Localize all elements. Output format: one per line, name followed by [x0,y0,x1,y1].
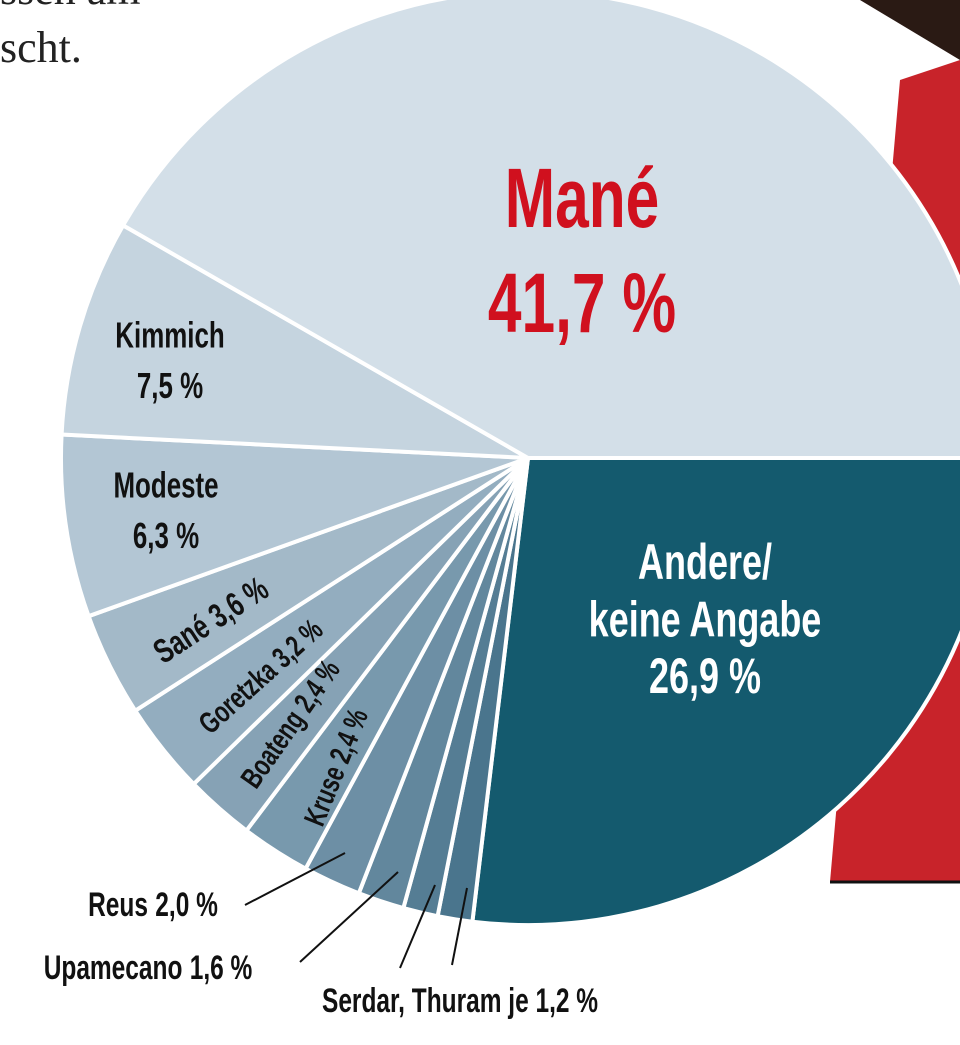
slice-label: 26,9 % [649,650,761,705]
slice-label: 41,7 % [488,256,676,350]
photo-dark [860,0,960,60]
leader-line [451,887,468,966]
category-label: Upamecano [44,949,183,987]
slice-label: Modeste [113,465,218,505]
slice-label: Andere/keine Angabe [589,535,822,648]
pie-slice [120,0,960,460]
leader-line [299,871,399,963]
slice-label: Upamecano 1,6 % [44,949,253,987]
pie-slice [59,222,529,460]
annotation: Serdar, Thuram je 1,2 % [322,982,598,1020]
body-text: scht. [0,23,82,72]
slice-label: Kimmich [115,315,224,355]
pie-slice [470,456,960,927]
value-label: 2,0 % [155,886,218,924]
value-label: 1,6 % [190,949,253,987]
slice-label: 7,5 % [137,366,203,406]
pie-slice [59,432,529,619]
pie [59,0,960,927]
leader-line [399,884,436,969]
leader-line [244,852,346,906]
category-label: Reus [88,886,148,924]
slice-label: 6,3 % [133,516,199,556]
slice-label: Reus 2,0 % [88,886,218,924]
body-text: ssen am [0,0,141,14]
slice-label: Mané [505,151,660,245]
